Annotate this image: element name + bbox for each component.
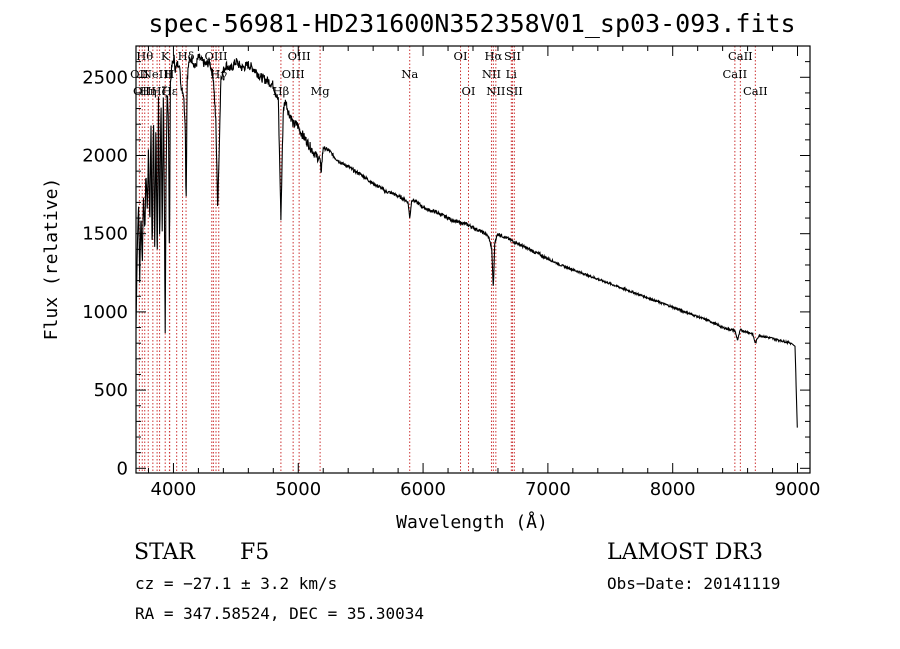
line-label-15: OIII [204, 49, 227, 63]
line-label-7: K [161, 49, 170, 63]
x-tick-label-4: 8000 [650, 479, 696, 500]
line-label-2: Hθ [136, 49, 153, 63]
obs-date: Obs−Date: 20141119 [607, 574, 781, 593]
redshift-readout: cz = −27.1 ± 3.2 km/s [135, 574, 338, 593]
line-label-31: CaII [728, 49, 753, 63]
line-label-32: CaII [743, 84, 768, 98]
x-axis-label: Wavelength (Å) [396, 511, 548, 533]
line-label-5: NeIII [142, 67, 173, 81]
y-tick-label-0: 0 [117, 458, 128, 479]
line-label-28: SII [504, 49, 521, 63]
line-label-18: OIII [282, 67, 305, 81]
x-tick-label-5: 9000 [775, 479, 821, 500]
line-label-19: OIII [288, 49, 311, 63]
line-label-22: OI [454, 49, 468, 63]
survey-name: LAMOST DR3 [607, 540, 763, 565]
line-label-8: H [164, 67, 174, 81]
object-class: STAR [134, 540, 195, 565]
y-tick-label-5: 2500 [82, 67, 128, 88]
x-tick-label-2: 6000 [400, 479, 446, 500]
x-tick-label-3: 7000 [525, 479, 571, 500]
line-markers [138, 46, 756, 473]
spectral-subclass: F5 [240, 540, 270, 565]
line-label-25: Hα [484, 49, 502, 63]
y-tick-label-4: 2000 [82, 145, 128, 166]
line-label-23: OI [462, 84, 476, 98]
line-label-3: Hη [140, 84, 157, 98]
plot-frame [135, 45, 811, 474]
y-axis-label: Flux (relative) [41, 178, 62, 341]
line-label-26: NII [486, 84, 505, 98]
x-tick-label-1: 5000 [275, 479, 321, 500]
line-label-27: Li [506, 67, 518, 81]
y-tick-label-2: 1000 [82, 302, 128, 323]
y-tick-label-3: 1500 [82, 224, 128, 245]
y-axis-ticks: 0 500 1000 1500 2000 2500 [82, 61, 810, 479]
y-tick-label-1: 500 [94, 380, 128, 401]
line-label-30: CaII [722, 67, 747, 81]
line-label-6: Hζ [151, 84, 167, 98]
line-label-1: OII [133, 84, 152, 98]
line-label-9: Hε [162, 84, 178, 98]
line-label-24: NII [482, 67, 501, 81]
line-label-20: Mg [311, 84, 331, 98]
line-label-29: SII [506, 84, 523, 98]
flux-series-line [135, 53, 798, 428]
x-tick-label-0: 4000 [151, 479, 197, 500]
coordinates: RA = 347.58524, DEC = 35.30034 [135, 604, 424, 623]
x-axis-ticks: 4000 5000 6000 7000 8000 9000 [147, 46, 821, 500]
line-label-21: Na [401, 67, 418, 81]
chart-title: spec-56981-HD231600N352358V01_sp03-093.f… [148, 9, 795, 38]
